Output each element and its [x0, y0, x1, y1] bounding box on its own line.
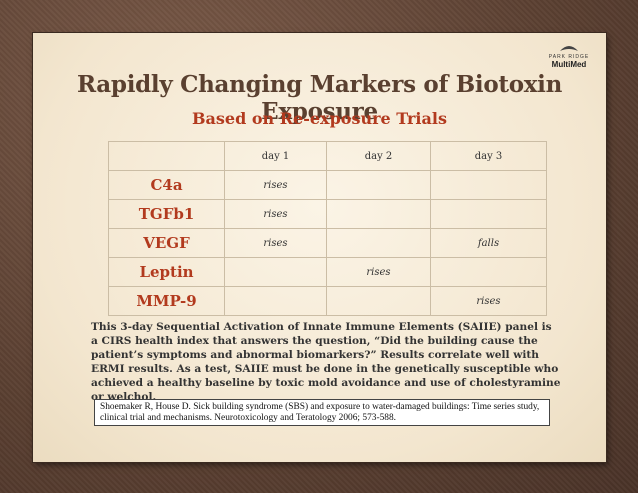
- table-row: C4a rises: [108, 170, 547, 200]
- table-header-day2: day 2: [326, 141, 431, 171]
- marker-table: day 1 day 2 day 3 C4a rises TGFb1 rises …: [108, 141, 547, 316]
- slide: PARK RIDGE MultiMed Rapidly Changing Mar…: [33, 33, 606, 462]
- day3-value: falls: [430, 228, 547, 258]
- marker-name: MMP-9: [108, 286, 225, 316]
- table-header-row: day 1 day 2 day 3: [108, 141, 547, 171]
- day2-value: [326, 170, 431, 200]
- day1-value: rises: [224, 170, 327, 200]
- logo: PARK RIDGE MultiMed: [538, 43, 600, 69]
- day2-value: rises: [326, 257, 431, 287]
- page-subtitle: Based on Re-exposure Trials: [192, 109, 447, 128]
- leaf-logo-icon: [560, 46, 578, 51]
- marker-name: C4a: [108, 170, 225, 200]
- table-header-day3: day 3: [430, 141, 547, 171]
- table-row: MMP-9 rises: [108, 286, 547, 316]
- table-row: VEGF rises falls: [108, 228, 547, 258]
- marker-name: Leptin: [108, 257, 225, 287]
- body-paragraph: This 3-day Sequential Activation of Inna…: [91, 321, 561, 403]
- day2-value: [326, 286, 431, 316]
- day3-value: [430, 170, 547, 200]
- logo-top-text: PARK RIDGE: [548, 54, 590, 60]
- day3-value: [430, 257, 547, 287]
- marker-name: VEGF: [108, 228, 225, 258]
- day3-value: rises: [430, 286, 547, 316]
- table-header-day1: day 1: [224, 141, 327, 171]
- day1-value: rises: [224, 228, 327, 258]
- table-row: Leptin rises: [108, 257, 547, 287]
- reference-citation: Shoemaker R, House D. Sick building synd…: [94, 399, 550, 426]
- logo-brand: MultiMed: [551, 60, 587, 69]
- table-row: TGFb1 rises: [108, 199, 547, 229]
- page-title: Rapidly Changing Markers of Biotoxin Exp…: [76, 71, 563, 125]
- day1-value: [224, 286, 327, 316]
- day1-value: rises: [224, 199, 327, 229]
- table-header-blank: [108, 141, 225, 171]
- day3-value: [430, 199, 547, 229]
- day2-value: [326, 228, 431, 258]
- day2-value: [326, 199, 431, 229]
- day1-value: [224, 257, 327, 287]
- marker-name: TGFb1: [108, 199, 225, 229]
